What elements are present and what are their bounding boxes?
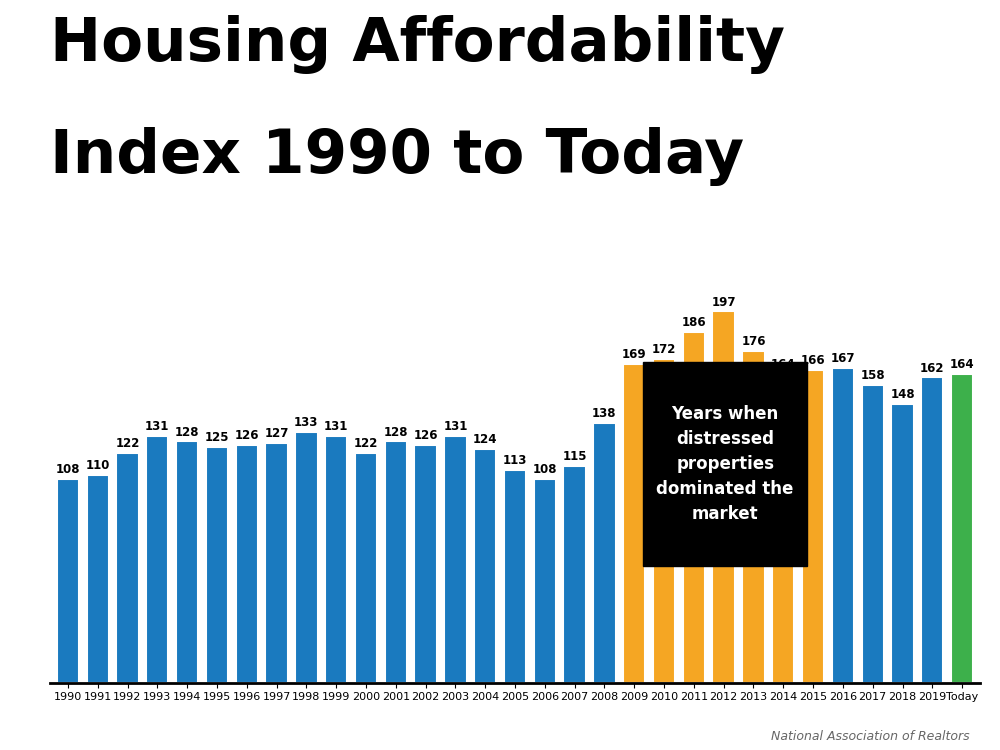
Text: 176: 176 (741, 335, 766, 348)
Bar (325, 436, 347, 682)
Text: 110: 110 (86, 460, 110, 472)
Text: 122: 122 (354, 436, 378, 450)
Text: 164: 164 (771, 358, 796, 370)
Text: 158: 158 (860, 369, 885, 382)
Bar (176, 442, 198, 682)
Text: 166: 166 (801, 354, 825, 367)
Bar (116, 453, 139, 682)
Text: 131: 131 (324, 420, 348, 433)
Text: 126: 126 (413, 429, 438, 442)
Text: 128: 128 (384, 425, 408, 439)
Bar (921, 377, 943, 682)
Text: 172: 172 (652, 343, 676, 355)
Text: 128: 128 (175, 425, 199, 439)
Text: Housing Affordability: Housing Affordability (50, 15, 785, 74)
Bar (504, 470, 526, 682)
Bar (653, 358, 675, 682)
Text: 138: 138 (592, 406, 617, 420)
Text: 124: 124 (473, 433, 497, 446)
Text: 126: 126 (234, 429, 259, 442)
Bar (891, 404, 914, 682)
Bar (146, 436, 168, 682)
Bar (295, 432, 318, 682)
Bar (712, 311, 735, 682)
Text: 108: 108 (56, 464, 80, 476)
Bar (623, 364, 645, 682)
Text: Years when
distressed
properties
dominated the
market: Years when distressed properties dominat… (656, 405, 794, 523)
Bar (265, 443, 288, 682)
Text: 169: 169 (622, 348, 647, 361)
Text: 122: 122 (115, 436, 140, 450)
Bar (862, 385, 884, 682)
Bar (444, 436, 467, 682)
Bar (474, 449, 496, 682)
Text: 131: 131 (443, 420, 468, 433)
Text: National Association of Realtors: National Association of Realtors (771, 730, 970, 742)
Bar (832, 368, 854, 682)
Text: 164: 164 (950, 358, 974, 370)
Text: 197: 197 (711, 296, 736, 308)
Bar (772, 374, 794, 682)
Bar (87, 476, 109, 682)
Text: 167: 167 (831, 352, 855, 365)
Bar (742, 351, 765, 682)
Text: 133: 133 (294, 416, 319, 429)
Bar (206, 447, 228, 682)
Text: 108: 108 (533, 464, 557, 476)
Text: 148: 148 (890, 388, 915, 401)
Bar (802, 370, 824, 682)
Text: 125: 125 (205, 431, 229, 444)
Text: 131: 131 (145, 420, 169, 433)
Bar (683, 332, 705, 682)
Bar (534, 479, 556, 682)
FancyBboxPatch shape (643, 362, 807, 566)
Bar (593, 422, 616, 682)
Bar (414, 446, 437, 682)
Bar (563, 466, 586, 682)
Text: Index 1990 to Today: Index 1990 to Today (50, 128, 744, 187)
Text: 127: 127 (264, 427, 289, 440)
Bar (385, 442, 407, 682)
Bar (951, 374, 973, 682)
Text: 115: 115 (562, 450, 587, 463)
Bar (57, 479, 79, 682)
Text: 186: 186 (682, 316, 706, 329)
Text: 162: 162 (920, 362, 945, 374)
Bar (355, 453, 377, 682)
Text: 113: 113 (503, 454, 527, 466)
Bar (236, 446, 258, 682)
